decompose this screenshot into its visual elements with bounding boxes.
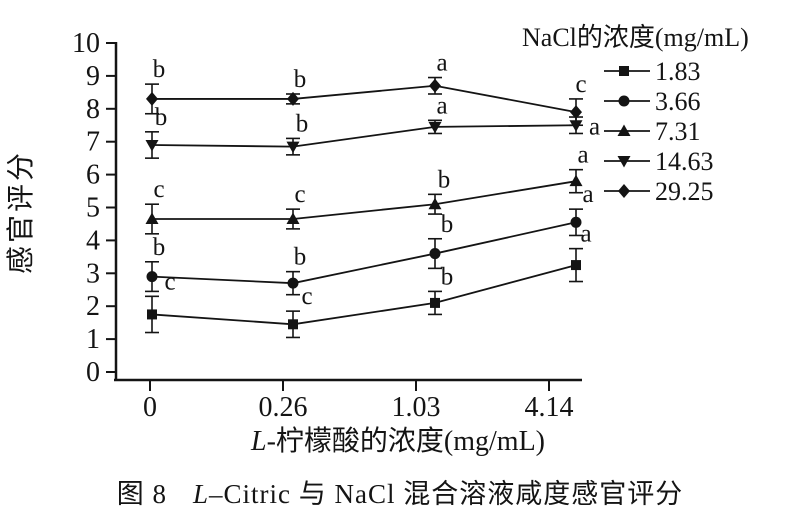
- y-axis-title: 感官评分: [5, 150, 37, 274]
- legend-label: 1.83: [655, 57, 701, 86]
- series-29.25: b b a c: [145, 50, 587, 127]
- circle-marker-icon: [618, 95, 630, 107]
- caption-text: –Citric 与 NaCl 混合溶液咸度感官评分: [209, 479, 684, 509]
- diamond-marker-icon: [146, 91, 158, 106]
- legend-label: 29.25: [655, 177, 714, 206]
- triangle-up-marker-icon: [286, 212, 300, 225]
- significance-letter: a: [436, 50, 447, 77]
- legend-item-1.83: 1.83: [604, 57, 701, 86]
- y-tick-label: 10: [72, 28, 100, 59]
- triangle-down-marker-icon: [428, 121, 442, 134]
- triangle-up-marker-icon: [617, 124, 631, 136]
- significance-letter: a: [582, 181, 593, 208]
- diamond-marker-icon: [570, 105, 582, 120]
- triangle-up-marker-icon: [145, 212, 159, 225]
- significance-letter: b: [155, 104, 168, 131]
- x-tick-label: 4.14: [525, 392, 574, 423]
- y-tick-label: 2: [86, 291, 100, 322]
- triangle-up-marker-icon: [569, 174, 583, 187]
- y-tick-label: 1: [86, 324, 100, 355]
- y-tick-label: 0: [86, 357, 100, 388]
- square-marker-icon: [619, 66, 629, 76]
- y-tick-label: 6: [86, 160, 100, 191]
- triangle-down-marker-icon: [145, 139, 159, 152]
- circle-marker-icon: [429, 248, 441, 260]
- square-marker-icon: [147, 309, 157, 320]
- square-marker-icon: [288, 319, 298, 330]
- series-7.31: c c b a: [145, 142, 589, 235]
- legend-item-3.66: 3.66: [604, 87, 701, 116]
- legend-label: 3.66: [655, 87, 701, 116]
- diamond-marker-icon: [287, 91, 299, 106]
- caption-italic-l: L: [192, 479, 210, 509]
- figure-caption: 图 8 L–Citric 与 NaCl 混合溶液咸度感官评分: [0, 472, 800, 511]
- chart-canvas: 感官评分 L-柠檬酸的浓度(mg/mL) NaCl的浓度(mg/mL) 0123…: [5, 23, 749, 457]
- triangle-down-marker-icon: [286, 141, 300, 154]
- x-tick-label: 0.26: [259, 392, 308, 423]
- y-tick-label: 9: [86, 61, 100, 92]
- caption-figure-number: 图 8: [116, 479, 167, 509]
- significance-letter: b: [153, 234, 166, 261]
- significance-letter: a: [436, 92, 447, 119]
- significance-letter: a: [577, 142, 588, 169]
- legend-title: NaCl的浓度(mg/mL): [522, 23, 749, 52]
- legend-item-29.25: 29.25: [604, 177, 714, 206]
- legend-label: 14.63: [655, 147, 714, 176]
- triangle-down-marker-icon: [617, 156, 631, 168]
- significance-letter: c: [301, 283, 312, 310]
- significance-letter: c: [575, 71, 586, 98]
- significance-letter: b: [438, 166, 451, 193]
- y-tick-label: 4: [86, 225, 100, 256]
- significance-letter: a: [580, 221, 591, 248]
- series-3.66: b bba: [145, 181, 594, 296]
- x-tick-label: 1.03: [392, 392, 441, 423]
- circle-marker-icon: [146, 271, 158, 283]
- significance-letter: c: [294, 181, 305, 208]
- diamond-marker-icon: [429, 78, 441, 93]
- x-axis-title: L-柠檬酸的浓度(mg/mL): [250, 425, 545, 457]
- square-marker-icon: [571, 260, 581, 271]
- legend-label: 7.31: [655, 117, 701, 146]
- diamond-marker-icon: [618, 184, 630, 198]
- series-line: [151, 264, 577, 326]
- y-tick-label: 7: [86, 127, 100, 158]
- series-line: [152, 180, 577, 220]
- x-axis-title-italic: L: [250, 426, 267, 457]
- series-14.63: b baa: [145, 92, 600, 159]
- series-line: [152, 84, 577, 113]
- legend-item-7.31: 7.31: [604, 117, 701, 146]
- significance-letter: b: [153, 56, 166, 83]
- y-tick-label: 5: [86, 193, 100, 224]
- x-tick-label: 0: [143, 392, 157, 423]
- significance-letter: b: [294, 66, 307, 93]
- x-axis-title-rest: -柠檬酸的浓度(mg/mL): [267, 425, 545, 457]
- significance-letter: c: [153, 176, 164, 203]
- y-tick-label: 3: [86, 258, 100, 289]
- significance-letter: c: [164, 268, 175, 295]
- square-marker-icon: [430, 297, 440, 308]
- circle-marker-icon: [570, 216, 582, 228]
- significance-letter: b: [441, 263, 454, 290]
- significance-letter: b: [441, 211, 454, 238]
- significance-letter: b: [294, 244, 307, 271]
- series-line: [151, 124, 577, 148]
- legend-item-14.63: 14.63: [604, 147, 714, 176]
- triangle-up-marker-icon: [428, 197, 442, 210]
- circle-marker-icon: [287, 277, 299, 289]
- significance-letter: b: [296, 110, 309, 137]
- y-tick-label: 8: [86, 94, 100, 125]
- significance-letter: a: [589, 113, 600, 140]
- series-line: [151, 221, 577, 285]
